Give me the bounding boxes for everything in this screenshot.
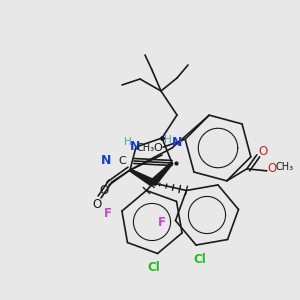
- Text: N: N: [130, 140, 140, 152]
- Text: Cl: Cl: [194, 253, 206, 266]
- Text: O: O: [258, 145, 267, 158]
- Text: CH₃: CH₃: [276, 162, 294, 172]
- Text: F: F: [104, 207, 112, 220]
- Text: N: N: [172, 136, 182, 149]
- Polygon shape: [151, 162, 173, 185]
- Text: CH₃: CH₃: [136, 143, 154, 153]
- Text: Cl: Cl: [147, 261, 160, 274]
- Polygon shape: [130, 169, 155, 186]
- Text: O: O: [154, 143, 163, 153]
- Text: O: O: [267, 162, 276, 175]
- Text: N: N: [101, 154, 111, 167]
- Text: O: O: [99, 184, 109, 197]
- Text: O: O: [92, 197, 102, 211]
- Text: C: C: [118, 156, 126, 166]
- Text: H: H: [164, 135, 172, 145]
- Text: F: F: [158, 216, 166, 229]
- Text: H: H: [124, 137, 132, 147]
